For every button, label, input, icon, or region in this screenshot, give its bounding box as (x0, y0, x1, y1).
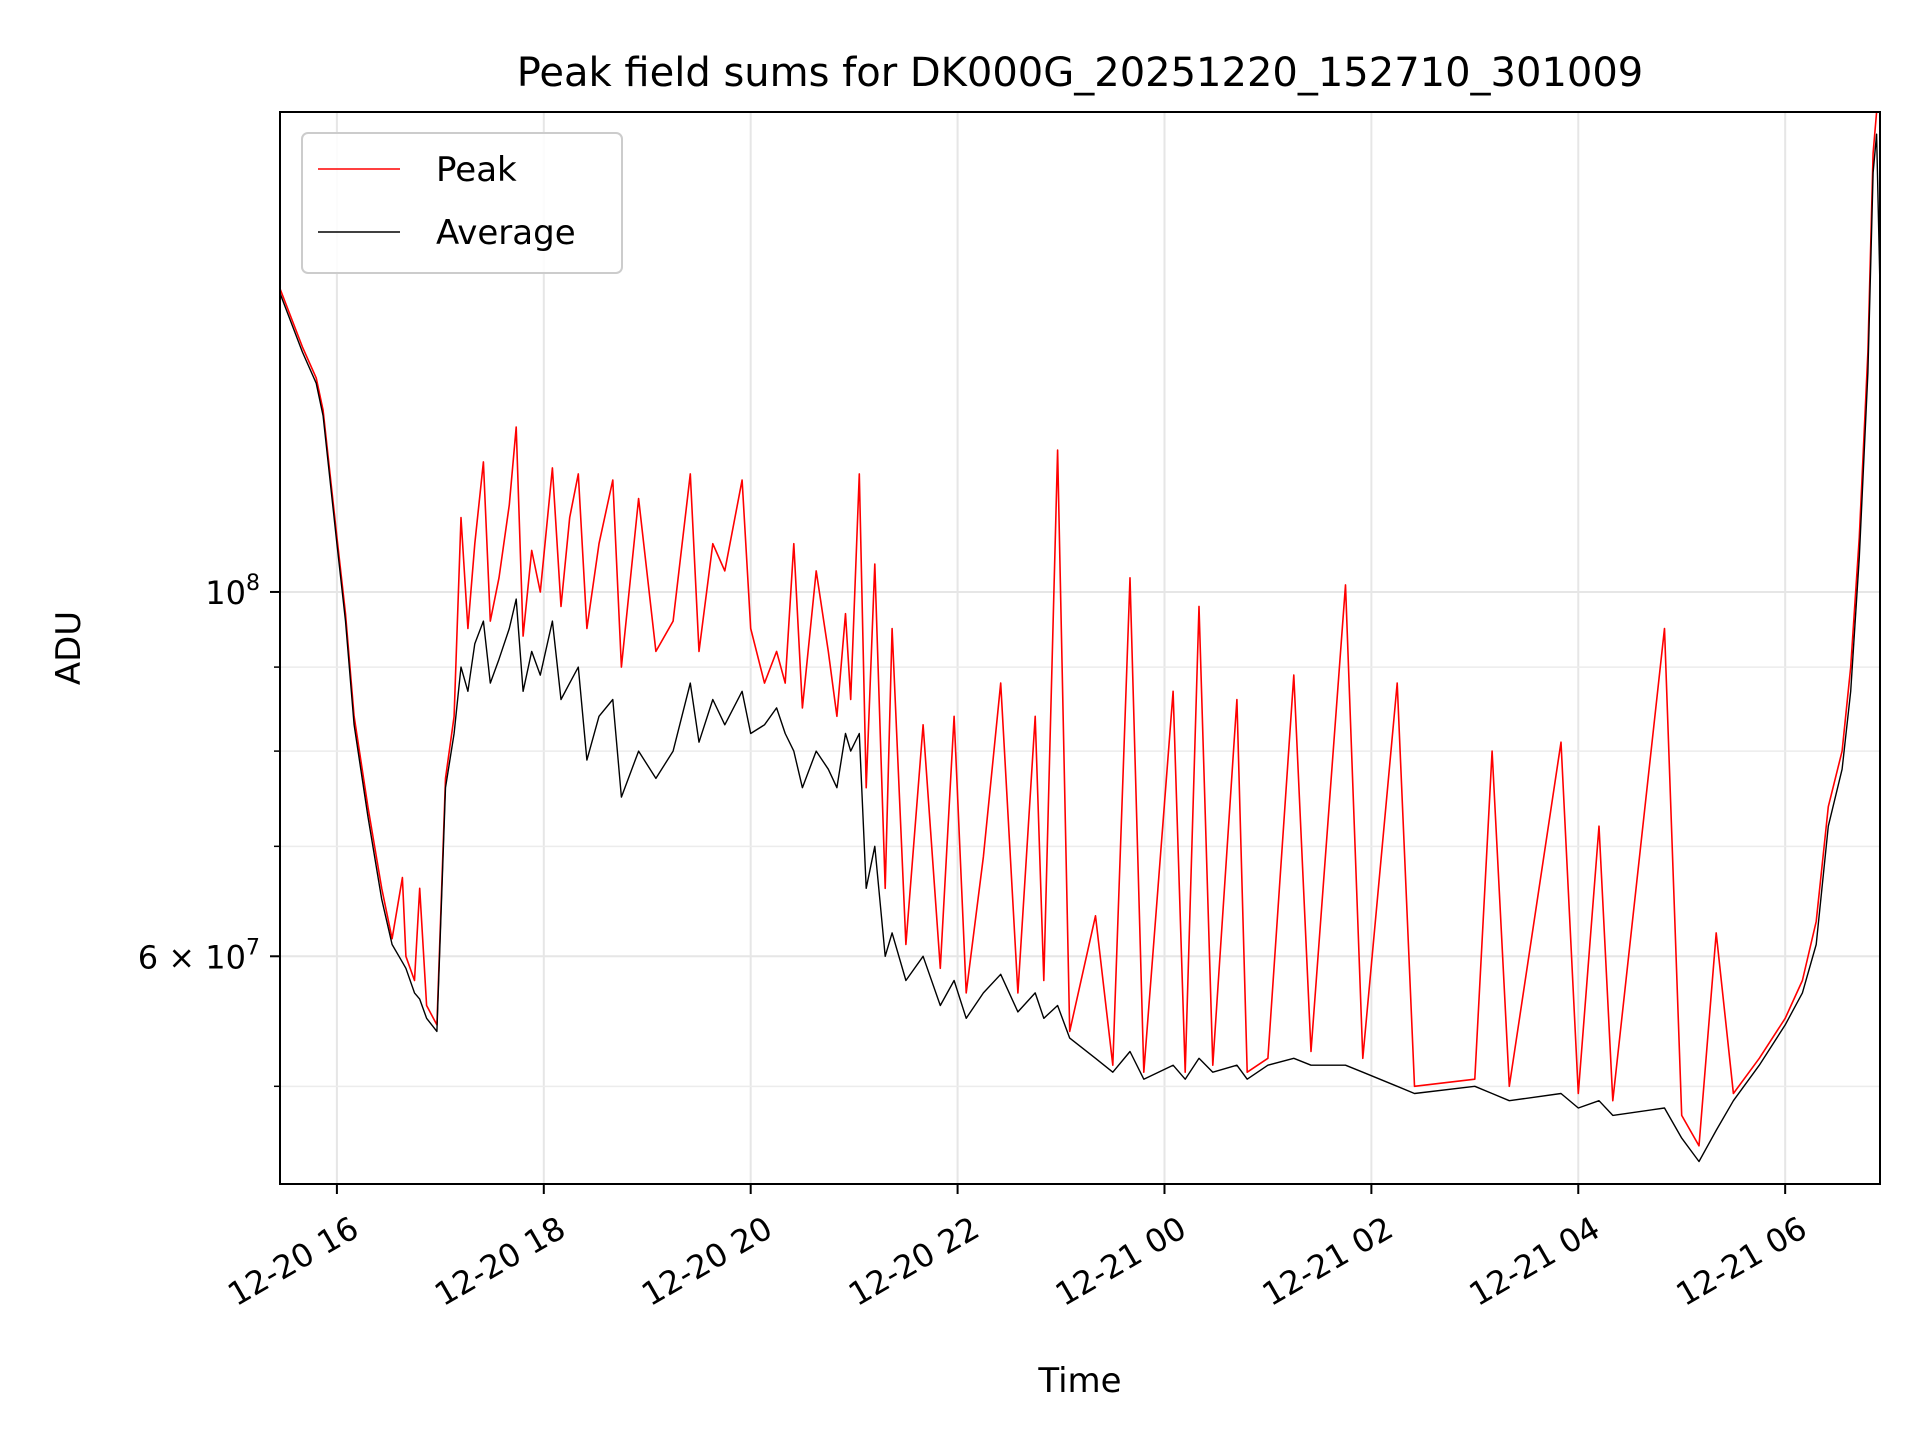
y-tick-label: 6 × 107 (138, 935, 260, 976)
y-tick-label: 108 (205, 571, 260, 612)
x-axis-label: Time (1037, 1361, 1121, 1401)
y-axis: 108 6 × 107 (138, 571, 280, 1088)
y-axis-label: ADU (49, 611, 89, 685)
plot-area (280, 112, 1880, 1163)
legend-label-average: Average (436, 213, 576, 253)
legend: Peak Average (301, 132, 623, 274)
series-line-average (280, 133, 1880, 1163)
legend-label-peak: Peak (436, 150, 517, 190)
legend-box (301, 132, 623, 274)
grid (280, 112, 1880, 1184)
series-line-peak (280, 112, 1880, 1147)
axes-frame (279, 111, 1881, 1185)
chart-title: Peak field sums for DK000G_20251220_1527… (517, 50, 1644, 96)
